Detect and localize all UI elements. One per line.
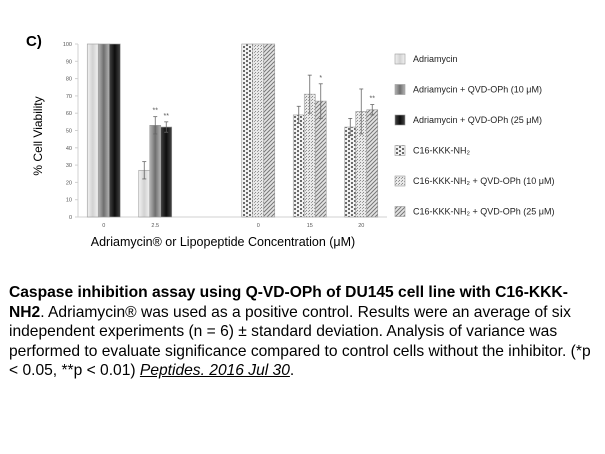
- caption-citation-link[interactable]: Peptides. 2016 Jul 30: [139, 362, 290, 380]
- x-tick-label: 0: [257, 223, 260, 229]
- legend-swatch: [394, 114, 406, 126]
- significance-label: **: [370, 96, 376, 103]
- significance-label: **: [164, 113, 170, 120]
- legend-label: C16-KKK-NH₂ + QVD-OPh (10 μM): [413, 176, 554, 186]
- caption-end: .: [289, 362, 295, 380]
- x-tick-label: 20: [358, 223, 364, 229]
- y-axis-label: % Cell Viability: [31, 96, 45, 175]
- y-tick-label: 100: [63, 42, 72, 48]
- legend-label: Adriamycin + QVD-OPh (10 μM): [413, 85, 542, 95]
- legend-swatch: [394, 84, 406, 95]
- bar: [292, 114, 305, 218]
- legend-label: Adriamycin + QVD-OPh (25 μM): [413, 115, 542, 125]
- y-tick-label: 20: [66, 180, 72, 186]
- y-tick-label: 60: [66, 111, 72, 117]
- bar: [263, 43, 276, 218]
- y-tick-label: 30: [66, 163, 72, 169]
- y-tick-label: 40: [66, 146, 72, 152]
- x-axis-label: Adriamycin® or Lipopeptide Concentration…: [91, 235, 355, 249]
- legend-label: C16-KKK-NH₂: [413, 146, 471, 156]
- legend-label: Adriamycin: [413, 54, 458, 64]
- x-tick-label: 2.5: [151, 223, 159, 229]
- plot-area: 0 10 20 30 40 50 60 70 80 90 100 0 2.5 ** ** 0 15 * 20 **: [63, 42, 387, 229]
- legend-swatch: [394, 175, 406, 187]
- caption-title: Caspase inhibition assay using Q-VD-OPh …: [9, 284, 568, 321]
- bar-chart: C) 0 10 20 30 40 50 60 70 80 90 100 0 2.5 ** ** 0 15 * 20 *…: [26, 33, 554, 249]
- significance-label: *: [319, 75, 322, 82]
- bar: [366, 109, 379, 218]
- bar: [97, 43, 110, 218]
- panel-label: C): [26, 33, 42, 50]
- legend-swatch: [394, 206, 406, 217]
- bar: [149, 125, 162, 218]
- caption-body: . Adriamycin® was used as a positive con…: [9, 303, 591, 380]
- y-tick-label: 80: [66, 77, 72, 83]
- bar: [344, 126, 357, 218]
- x-tick-label: 15: [307, 223, 313, 229]
- y-tick-label: 10: [66, 198, 72, 204]
- y-tick-label: 90: [66, 59, 72, 65]
- legend-swatch: [394, 145, 406, 156]
- bar: [252, 43, 265, 218]
- legend-label: C16-KKK-NH₂ + QVD-OPh (25 μM): [413, 207, 554, 217]
- legend-swatch: [394, 53, 406, 65]
- x-tick-label: 0: [102, 223, 105, 229]
- bar: [241, 43, 254, 218]
- bar: [108, 43, 121, 218]
- y-tick-label: 0: [69, 215, 72, 221]
- y-tick-label: 50: [66, 129, 72, 135]
- bar: [160, 126, 173, 218]
- figure-caption: Caspase inhibition assay using Q-VD-OPh …: [9, 283, 601, 381]
- bar: [86, 43, 99, 218]
- chart-legend: Adriamycin Adriamycin + QVD-OPh (10 μM) Ad…: [394, 53, 554, 217]
- y-tick-label: 70: [66, 94, 72, 100]
- significance-label: **: [153, 108, 159, 115]
